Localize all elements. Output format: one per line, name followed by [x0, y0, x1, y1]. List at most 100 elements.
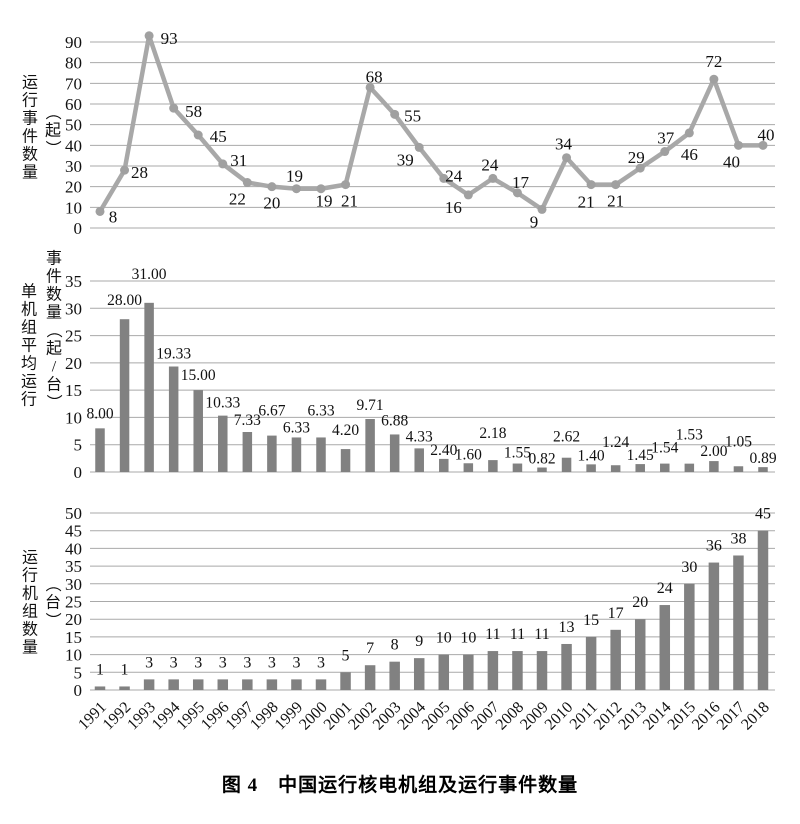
y-tick-label: 0	[74, 681, 83, 700]
data-label: 3	[170, 654, 178, 671]
bar	[267, 435, 277, 472]
data-point	[169, 103, 179, 113]
data-point	[463, 190, 473, 200]
y-tick-label: 15	[65, 381, 82, 400]
data-label: 3	[317, 654, 325, 671]
data-label: 55	[404, 106, 421, 125]
bar	[536, 651, 548, 690]
y-axis-title-unit: 起	[46, 339, 62, 357]
data-label: 24	[445, 166, 463, 185]
data-label: 4.20	[332, 422, 359, 439]
y-tick-label: 30	[65, 299, 82, 318]
bar	[684, 583, 695, 690]
data-label: 58	[185, 102, 202, 121]
data-point	[316, 184, 326, 194]
y-axis-title-unit: 台	[45, 593, 61, 611]
y-tick-label: 5	[74, 663, 83, 682]
data-point	[709, 74, 719, 84]
data-point	[733, 140, 743, 150]
data-label: 6.67	[258, 403, 285, 420]
data-label: 15.00	[181, 367, 216, 384]
data-label: 6.88	[381, 412, 408, 429]
data-label: 28	[131, 163, 148, 182]
data-point	[611, 180, 621, 190]
y-tick-label: 0	[74, 463, 83, 482]
data-label: 1.54	[651, 440, 678, 457]
data-label: 40	[758, 125, 775, 144]
bar	[439, 458, 449, 472]
y-tick-label: 30	[65, 157, 82, 176]
bar	[192, 679, 204, 690]
y-axis-title: 运	[22, 73, 38, 91]
y-axis-title-unit: 起	[45, 121, 61, 139]
data-point	[537, 204, 547, 214]
data-label: 10	[436, 630, 452, 647]
data-label: 1	[96, 661, 104, 678]
data-label: 40	[723, 152, 740, 171]
data-point	[562, 153, 572, 163]
y-tick-label: 40	[65, 136, 82, 155]
bar	[585, 636, 597, 690]
y-axis-title: 行	[22, 91, 38, 109]
data-label: 9	[415, 633, 423, 650]
y-axis-title-unit: 量	[46, 304, 62, 321]
y-tick-label: 10	[65, 198, 82, 217]
data-label: 17	[512, 173, 530, 192]
data-point	[390, 109, 400, 119]
bar	[119, 686, 130, 690]
bar	[242, 679, 253, 690]
y-tick-label: 10	[65, 646, 82, 665]
bar	[218, 415, 228, 472]
data-label: 13	[559, 619, 575, 636]
data-label: 7.33	[234, 412, 261, 429]
bar	[635, 464, 645, 472]
y-tick-label: 25	[65, 593, 82, 612]
data-label: 11	[534, 626, 549, 643]
bar	[315, 679, 327, 690]
bar	[610, 629, 621, 690]
bar	[463, 463, 474, 472]
y-axis-title: 数	[22, 145, 38, 163]
data-point	[684, 128, 694, 138]
y-tick-label: 80	[65, 54, 82, 73]
y-tick-label: 25	[65, 327, 82, 346]
y-tick-label: 90	[65, 33, 82, 52]
data-point	[95, 206, 105, 216]
data-label: 22	[229, 190, 246, 209]
data-label: 9	[530, 212, 539, 231]
data-label: 3	[145, 654, 153, 671]
data-point	[218, 159, 228, 169]
data-label: 20	[632, 594, 648, 611]
bar	[512, 463, 523, 472]
y-tick-label: 20	[65, 610, 82, 629]
bar	[316, 437, 326, 472]
bar	[340, 672, 351, 690]
data-label: 31.00	[132, 266, 167, 283]
data-label: 8.00	[86, 405, 113, 422]
y-tick-label: 40	[65, 539, 82, 558]
y-tick-label: 35	[65, 272, 82, 291]
bar	[95, 428, 105, 472]
data-label: 10	[460, 630, 476, 647]
line-series	[97, 33, 766, 214]
bar	[144, 302, 154, 472]
y-axis-title-unit: 件	[46, 267, 62, 285]
data-label: 36	[706, 538, 722, 555]
bar	[684, 463, 695, 472]
y-axis-title: 行	[22, 566, 38, 584]
bar	[561, 457, 572, 472]
bar	[217, 679, 229, 690]
y-axis-title-unit: /	[52, 358, 57, 375]
y-axis-title: 机	[22, 584, 38, 602]
data-label: 2.18	[479, 425, 506, 442]
bar	[610, 465, 621, 472]
bar	[193, 390, 203, 472]
data-label: 20	[263, 194, 280, 213]
y-tick-label: 30	[65, 575, 82, 594]
data-point	[120, 165, 130, 175]
data-label: 21	[578, 193, 595, 212]
bar	[119, 319, 130, 472]
